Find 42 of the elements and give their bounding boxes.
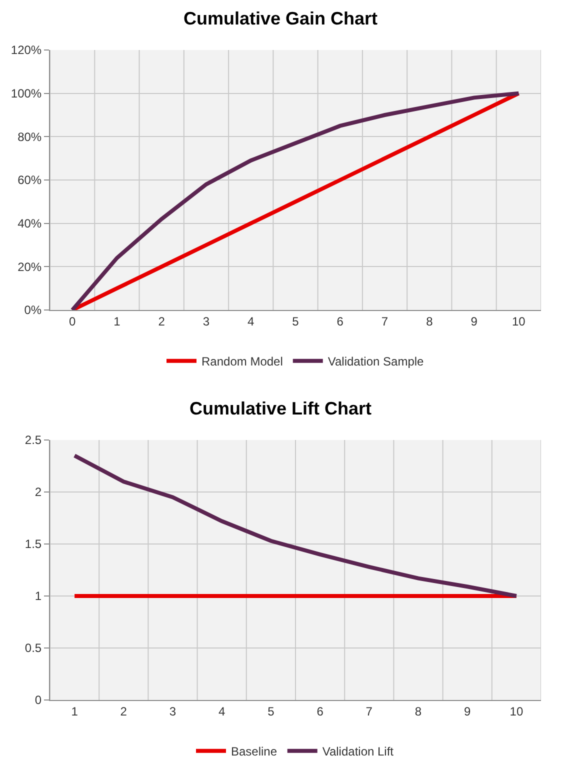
x-tick-label: 8 [414,704,422,718]
y-tick-label: 0 [34,693,42,708]
y-tick-label: 20% [18,260,42,274]
x-tick-label: 5 [268,704,275,718]
x-tick-label: 8 [426,314,434,328]
y-tick-label: 2.5 [24,433,42,448]
legend-label: Validation Lift [322,744,394,759]
x-tick-label: 7 [381,314,388,328]
x-tick-label: 1 [114,314,121,328]
legend-label: Validation Sample [328,354,424,369]
y-tick-label: 0.5 [24,641,42,656]
y-tick-label: 1.5 [24,537,42,552]
y-tick-label: 0% [24,303,42,318]
chart-title: Cumulative Lift Chart [189,398,372,418]
x-tick-label: 0 [68,314,76,328]
legend-label: Baseline [231,744,278,759]
x-tick-label: 2 [120,704,128,718]
y-tick-label: 120% [10,43,42,58]
x-tick-label: 5 [292,314,300,328]
x-tick-label: 4 [218,704,226,718]
x-tick-label: 10 [510,704,524,718]
x-tick-label: 6 [336,314,344,328]
x-tick-label: 7 [366,704,373,718]
x-tick-label: 9 [464,704,472,718]
y-tick-label: 1 [34,589,42,604]
line-series [72,454,518,598]
x-tick-label: 1 [71,704,78,718]
y-tick-label: 2 [34,485,42,500]
x-tick-label: 3 [202,314,210,328]
y-tick-label: 100% [10,86,42,101]
y-tick-label: 80% [18,130,42,144]
line-series [70,91,521,310]
x-tick-label: 10 [512,314,526,328]
x-tick-label: 6 [316,704,324,718]
x-tick-label: 3 [169,704,176,718]
legend-label: Random Model [202,354,283,369]
chart-title: Cumulative Gain Chart [183,8,378,28]
x-tick-label: 2 [158,314,166,328]
x-tick-label: 4 [248,314,255,328]
y-tick-label: 60% [18,173,42,188]
x-tick-label: 9 [470,314,478,328]
y-tick-label: 40% [18,216,42,231]
